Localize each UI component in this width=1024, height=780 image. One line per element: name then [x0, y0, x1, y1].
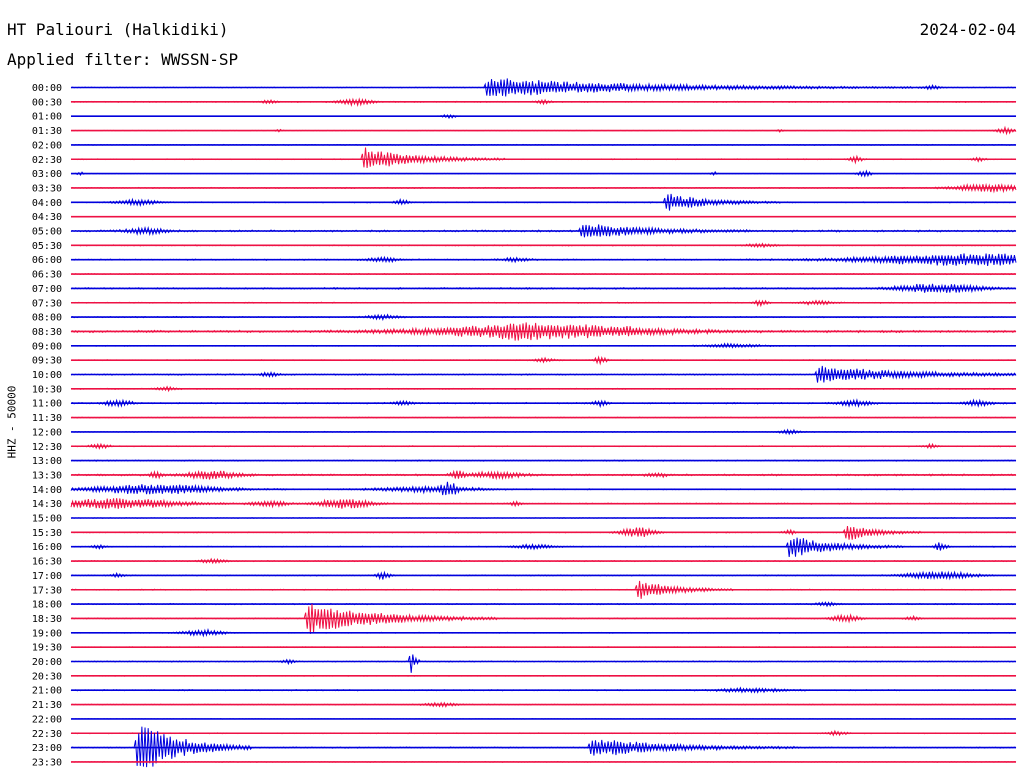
time-label: 15:30	[32, 528, 62, 539]
time-label: 02:00	[32, 140, 62, 151]
time-label: 21:30	[32, 700, 62, 711]
time-label: 05:00	[32, 227, 62, 238]
time-label: 22:30	[32, 729, 62, 740]
time-label: 06:00	[32, 255, 62, 266]
time-label: 14:00	[32, 485, 62, 496]
time-labels: 00:00 00:30 01:00 01:30 02:00 02:30 03:00 03:30…	[32, 83, 62, 768]
time-label: 18:30	[32, 614, 62, 625]
time-label: 19:30	[32, 643, 62, 654]
time-label: 10:00	[32, 370, 62, 381]
time-label: 08:30	[32, 327, 62, 338]
time-label: 01:30	[32, 126, 62, 137]
time-label: 13:00	[32, 456, 62, 467]
trace-line	[70, 481, 1017, 496]
time-label: 00:30	[32, 97, 62, 108]
time-label: 22:00	[32, 714, 62, 725]
time-label: 17:30	[32, 585, 62, 596]
time-label: 00:00	[32, 83, 62, 94]
time-label: 07:00	[32, 284, 62, 295]
time-label: 10:30	[32, 384, 62, 395]
time-label: 12:30	[32, 442, 62, 453]
time-label: 18:00	[32, 600, 62, 611]
time-label: 01:00	[32, 112, 62, 123]
time-label: 07:30	[32, 298, 62, 309]
time-label: 04:00	[32, 198, 62, 209]
time-label: 09:00	[32, 341, 62, 352]
time-label: 05:30	[32, 241, 62, 252]
time-label: 20:30	[32, 671, 62, 682]
time-label: 20:00	[32, 657, 62, 668]
station-title: HT Paliouri (Halkidiki)	[7, 20, 229, 39]
time-label: 19:00	[32, 628, 62, 639]
time-label: 04:30	[32, 212, 62, 223]
time-label: 03:00	[32, 169, 62, 180]
time-label: 12:00	[32, 427, 62, 438]
trace-line	[70, 654, 1017, 673]
time-label: 11:30	[32, 413, 62, 424]
time-label: 15:00	[32, 514, 62, 525]
time-label: 23:00	[32, 743, 62, 754]
applied-filter: Applied filter: WWSSN-SP	[7, 50, 239, 69]
time-label: 03:30	[32, 183, 62, 194]
trace-line	[70, 147, 1017, 168]
trace-line	[70, 322, 1017, 341]
time-label: 08:00	[32, 313, 62, 324]
time-label: 14:30	[32, 499, 62, 510]
time-label: 23:30	[32, 757, 62, 768]
time-label: 21:00	[32, 686, 62, 697]
seismic-traces	[70, 78, 1017, 768]
time-label: 16:30	[32, 557, 62, 568]
time-label: 17:00	[32, 571, 62, 582]
record-date: 2024-02-04	[919, 20, 1016, 39]
time-label: 13:30	[32, 470, 62, 481]
time-label: 11:00	[32, 399, 62, 410]
time-label: 16:00	[32, 542, 62, 553]
time-label: 09:30	[32, 356, 62, 367]
time-label: 02:30	[32, 155, 62, 166]
time-label: 06:30	[32, 270, 62, 281]
